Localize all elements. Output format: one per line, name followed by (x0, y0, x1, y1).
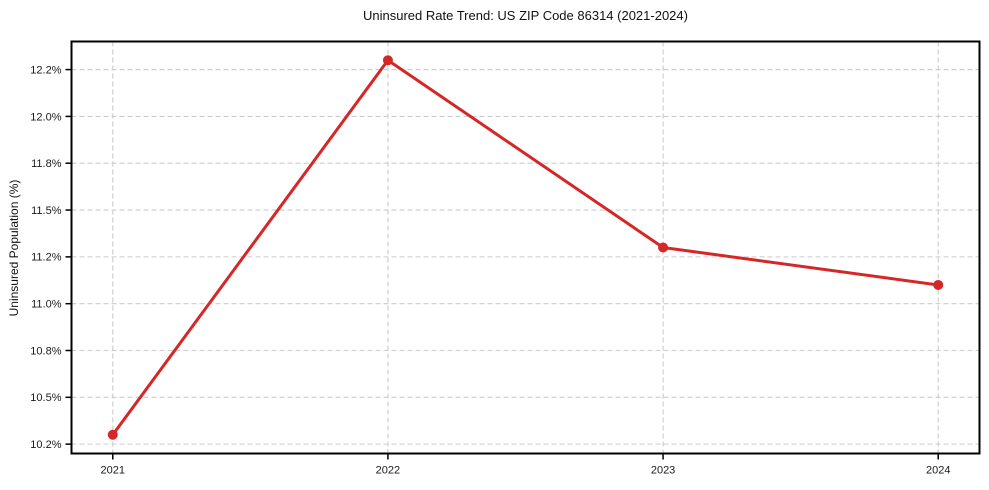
data-point-2021 (107, 429, 118, 440)
plot-border (70, 40, 981, 455)
y-tick-label: 11.5% (31, 205, 62, 217)
y-tick-label: 12.0% (30, 111, 61, 123)
data-point-2022 (382, 55, 393, 66)
y-tick-label: 10.8% (30, 345, 61, 357)
x-tick-label: 2022 (376, 465, 400, 477)
y-tick-label: 12.2% (30, 64, 61, 76)
y-tick-label: 10.5% (30, 392, 61, 404)
y-tick-label: 11.0% (31, 299, 62, 311)
x-tick-label: 2021 (101, 465, 125, 477)
data-point-2024 (933, 279, 944, 290)
x-tick-label: 2023 (651, 465, 675, 477)
x-tick-label: 2024 (926, 465, 950, 477)
y-tick-label: 10.2% (30, 439, 61, 451)
chart-title: Uninsured Rate Trend: US ZIP Code 86314 … (363, 8, 688, 23)
y-tick-label: 11.2% (31, 252, 62, 264)
data-point-2023 (658, 242, 669, 253)
trend-line (111, 58, 940, 437)
y-axis-label: Uninsured Population (%) (7, 179, 21, 317)
y-tick-label: 11.8% (31, 158, 62, 170)
